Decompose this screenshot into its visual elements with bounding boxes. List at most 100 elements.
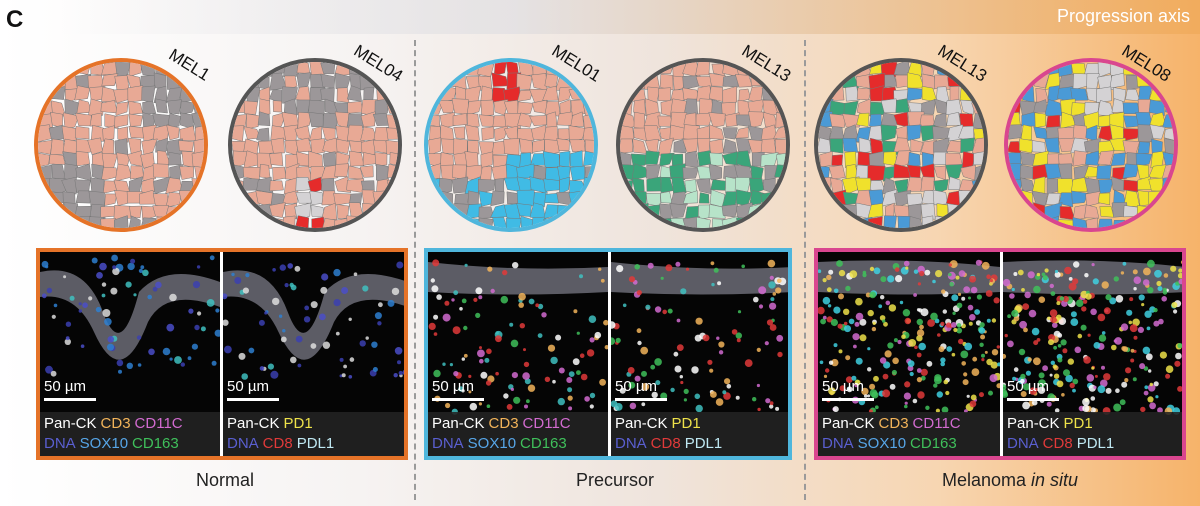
- cell-tile: [682, 138, 699, 153]
- cell-tile: [128, 100, 144, 115]
- cell-dot: [1177, 343, 1182, 349]
- cell-tile: [74, 112, 92, 127]
- scale-label: 50 µm: [615, 378, 657, 395]
- cell-tile: [569, 139, 586, 153]
- cell-dot: [526, 399, 530, 404]
- cell-tile: [75, 151, 90, 167]
- legend-marker: Pan-CK: [44, 415, 97, 432]
- marker-legend: Pan-CK PD1 DNA CD8 PDL1: [611, 412, 788, 456]
- cell-dot: [65, 321, 72, 327]
- cell-dot: [937, 333, 941, 337]
- cell-dot: [859, 334, 867, 342]
- cell-dot: [737, 310, 742, 314]
- cell-dot: [667, 308, 673, 314]
- cell-tile: [893, 137, 911, 153]
- cell-dot: [1175, 352, 1182, 360]
- cell-dot: [80, 344, 85, 348]
- cell-dot: [1033, 340, 1039, 346]
- cell-dot: [968, 321, 973, 326]
- cell-tile: [206, 139, 208, 154]
- cell-dot: [478, 402, 482, 406]
- cell-dot: [946, 346, 953, 352]
- cell-tile: [1071, 176, 1089, 193]
- cell-tile: [359, 165, 374, 178]
- cell-dot: [845, 376, 853, 383]
- cell-tile: [920, 98, 936, 115]
- cell-dot: [775, 287, 782, 294]
- cell-dot: [295, 335, 303, 343]
- cell-dot: [958, 338, 964, 345]
- cell-dot: [1145, 353, 1153, 361]
- cell-dot: [118, 369, 122, 374]
- cell-dot: [1085, 293, 1092, 300]
- cell-dot: [1033, 285, 1041, 294]
- cell-dot: [537, 303, 544, 310]
- cell-tile: [428, 114, 441, 128]
- cell-dot: [147, 294, 152, 300]
- cell-dot: [287, 263, 293, 269]
- cell-tile: [166, 124, 180, 141]
- cell-dot: [1143, 267, 1151, 276]
- cell-dot: [843, 308, 850, 315]
- cell-dot: [1072, 378, 1079, 385]
- cell-tile: [644, 150, 660, 165]
- cell-dot: [486, 404, 491, 408]
- cell-tile: [322, 113, 338, 130]
- scale-bar: [44, 398, 96, 401]
- cell-dot: [920, 368, 928, 376]
- cell-dot: [920, 308, 929, 317]
- cell-dot: [979, 342, 984, 347]
- cell-tile: [1097, 192, 1111, 206]
- cell-dot: [912, 398, 918, 404]
- cell-dot: [1074, 346, 1082, 354]
- cell-tile: [1008, 124, 1022, 140]
- cell-dot: [1059, 296, 1065, 301]
- cell-dot: [267, 363, 274, 370]
- tma-core-mel13: [814, 58, 988, 232]
- cell-dot: [1144, 385, 1149, 390]
- cell-dot: [833, 288, 839, 294]
- cell-tile: [516, 128, 535, 142]
- cell-dot: [660, 392, 668, 400]
- cell-dot: [162, 347, 171, 356]
- cell-dot: [51, 314, 56, 319]
- cell-tile: [735, 114, 752, 128]
- cell-dot: [769, 302, 777, 310]
- cell-dot: [823, 374, 828, 378]
- cell-dot: [506, 404, 513, 410]
- cell-dot: [942, 309, 947, 314]
- cell-tile: [1058, 192, 1074, 208]
- cell-tile: [910, 138, 924, 153]
- cell-tile: [346, 178, 365, 193]
- cell-dot: [1147, 259, 1155, 268]
- cell-tile: [126, 150, 143, 167]
- cell-dot: [140, 265, 145, 270]
- cell-tile: [1098, 178, 1114, 194]
- cell-tile: [180, 112, 195, 130]
- cell-dot: [343, 364, 347, 369]
- cell-dot: [1093, 342, 1101, 349]
- cell-dot: [1147, 384, 1156, 392]
- cell-tile: [167, 99, 182, 115]
- cell-tile: [520, 215, 534, 228]
- cell-dot: [479, 346, 482, 350]
- cell-tile: [51, 163, 66, 180]
- cell-tile: [493, 62, 507, 77]
- cell-dot: [1115, 295, 1124, 303]
- cell-dot: [552, 379, 556, 384]
- cell-dot: [509, 322, 514, 327]
- cell-dot: [544, 376, 551, 382]
- cell-dot: [1031, 327, 1040, 336]
- cell-dot: [882, 319, 886, 323]
- cell-tile: [1098, 218, 1113, 228]
- cell-dot: [851, 375, 857, 381]
- cell-dot: [116, 359, 124, 367]
- cell-tile: [659, 73, 674, 91]
- cell-dot: [899, 300, 904, 305]
- cell-dot: [241, 373, 248, 380]
- cell-dot: [431, 285, 439, 293]
- legend-marker: CD11C: [912, 415, 961, 432]
- cell-tile: [505, 217, 522, 228]
- cell-tile: [428, 163, 442, 179]
- cell-dot: [837, 323, 843, 329]
